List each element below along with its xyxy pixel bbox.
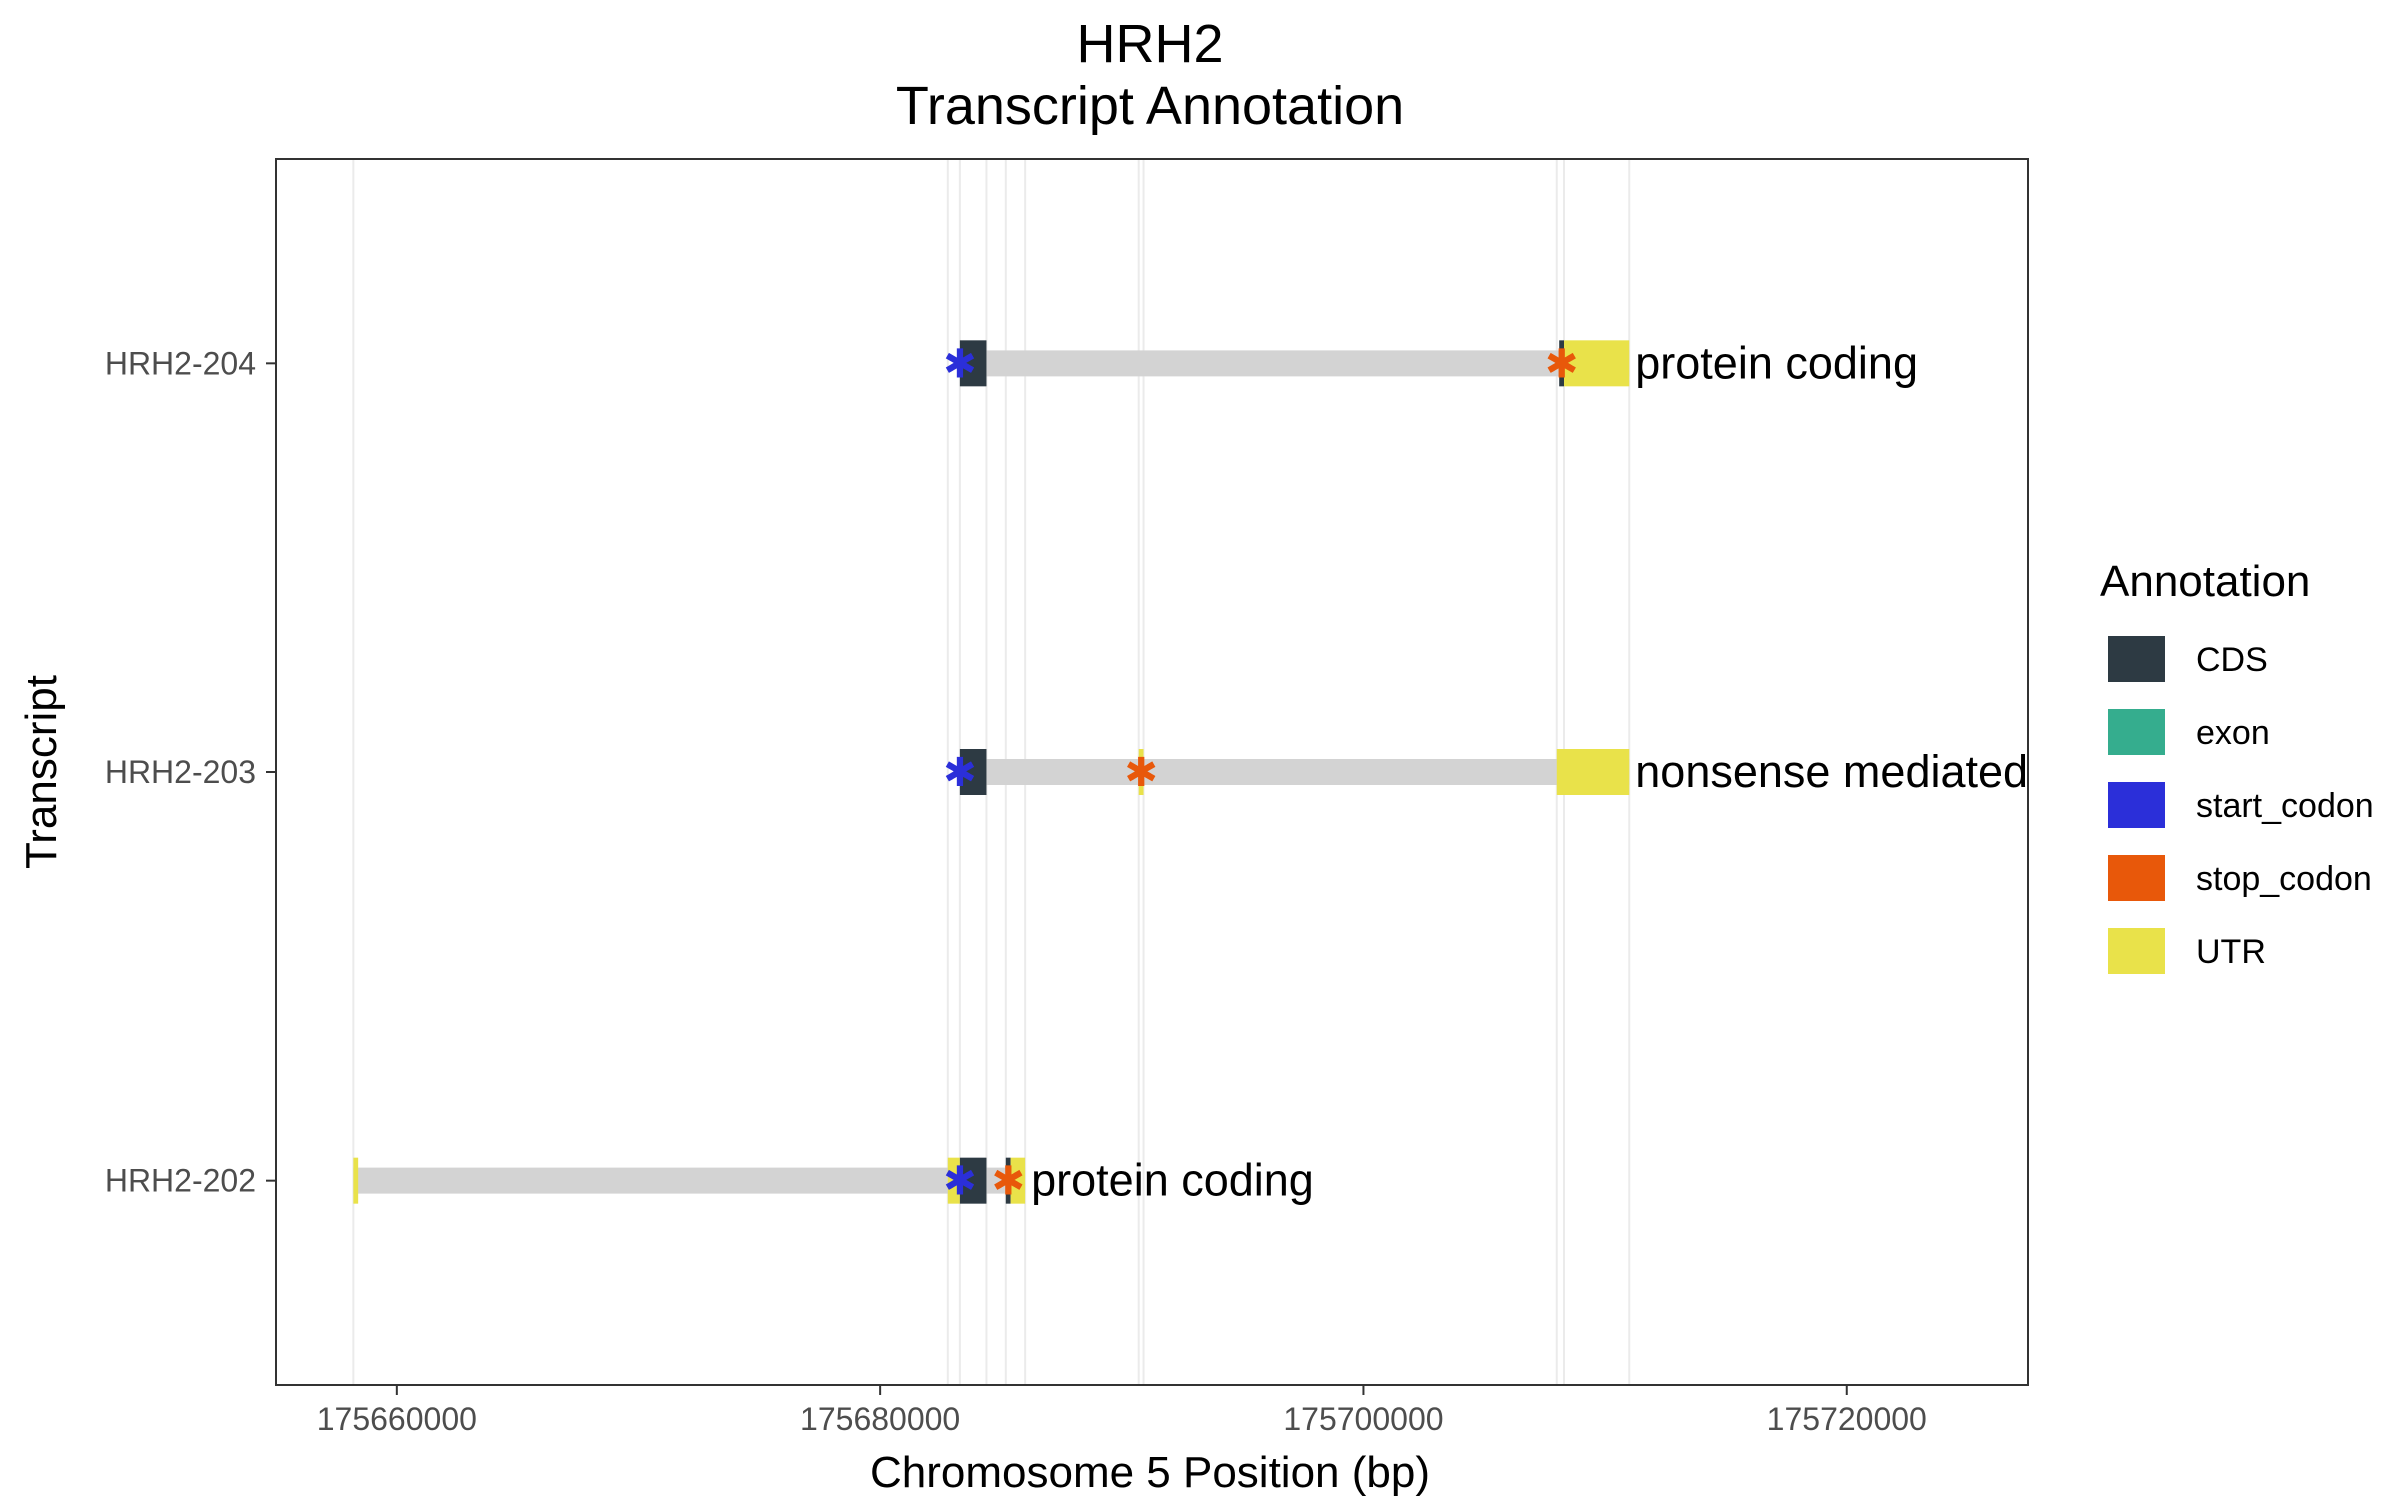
- utr-block: [1556, 749, 1630, 795]
- y-tick-label: HRH2-203: [105, 754, 256, 790]
- start-codon-marker: ✱: [943, 1159, 977, 1205]
- legend-key: [2108, 928, 2165, 974]
- x-tick-label: 175720000: [1767, 1401, 1927, 1437]
- legend-label: CDS: [2196, 641, 2268, 679]
- y-tick-label: HRH2-204: [105, 345, 256, 381]
- x-axis: 175660000 175680000 175700000 175720000: [317, 1385, 1927, 1437]
- cds-block: [959, 1157, 987, 1204]
- y-axis: HRH2-204 HRH2-203 HRH2-202: [105, 345, 276, 1199]
- utr-block: [1010, 1157, 1026, 1204]
- x-tick-label: 175680000: [800, 1401, 960, 1437]
- legend-key: [2108, 782, 2165, 828]
- transcript-tracks: ✱ ✱ protein coding✱ ✱ nonsense mediated deca…: [353, 337, 2161, 1206]
- biotype-label: protein coding: [1031, 1155, 1314, 1206]
- stop-codon-marker: ✱: [1124, 750, 1158, 796]
- utr-block: [353, 1157, 359, 1204]
- legend-key: [2108, 855, 2165, 901]
- cds-block: [1559, 340, 1565, 387]
- chart-title: HRH2: [1076, 14, 1223, 74]
- y-axis-title: Transcript: [17, 675, 66, 869]
- biotype-label: nonsense mediated decay: [1635, 746, 2161, 797]
- legend-title: Annotation: [2100, 557, 2310, 606]
- stop-codon-marker: ✱: [991, 1159, 1025, 1205]
- x-axis-title: Chromosome 5 Position (bp): [870, 1448, 1430, 1497]
- legend-label: stop_codon: [2196, 860, 2372, 898]
- transcript-track: ✱ ✱ protein coding: [943, 337, 1918, 388]
- cds-block: [959, 340, 987, 387]
- legend-label: UTR: [2196, 933, 2266, 971]
- transcript-track: ✱ ✱ protein coding: [353, 1155, 1314, 1206]
- cds-block: [959, 749, 987, 795]
- x-tick-label: 175700000: [1283, 1401, 1443, 1437]
- legend-key: [2108, 709, 2165, 755]
- utr-block: [947, 1157, 960, 1204]
- legend-label: exon: [2196, 714, 2270, 752]
- legend-key: [2108, 636, 2165, 682]
- cds-block: [1005, 1157, 1011, 1204]
- stop-codon-marker: ✱: [1545, 341, 1579, 387]
- transcript-track: ✱ ✱ nonsense mediated decay: [943, 746, 2161, 797]
- chart-subtitle: Transcript Annotation: [896, 76, 1404, 136]
- utr-block: [1138, 749, 1144, 795]
- y-tick-label: HRH2-202: [105, 1163, 256, 1199]
- x-tick-label: 175660000: [317, 1401, 477, 1437]
- start-codon-marker: ✱: [943, 341, 977, 387]
- legend: Annotation CDS exon start_codon stop_codon U…: [2100, 557, 2374, 974]
- legend-label: start_codon: [2196, 787, 2374, 825]
- biotype-label: protein coding: [1635, 337, 1918, 388]
- start-codon-marker: ✱: [943, 750, 977, 796]
- utr-block: [1564, 340, 1630, 387]
